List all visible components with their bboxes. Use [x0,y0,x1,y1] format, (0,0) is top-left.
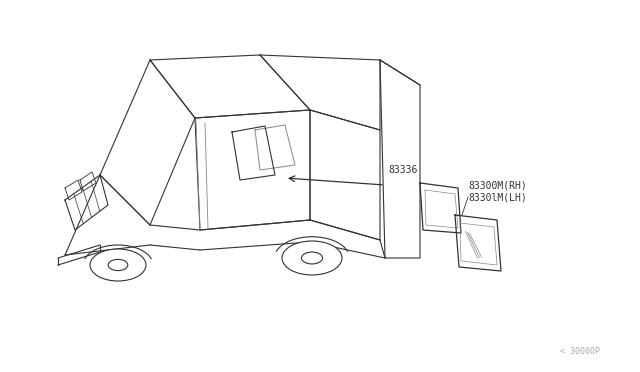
Ellipse shape [108,259,128,270]
Ellipse shape [90,249,146,281]
Text: < 30000P: < 30000P [560,347,600,356]
Text: 8330lM(LH): 8330lM(LH) [468,192,527,202]
Ellipse shape [301,252,323,264]
Ellipse shape [282,241,342,275]
Text: 83300M(RH): 83300M(RH) [468,180,527,190]
Text: 83336: 83336 [388,165,417,175]
